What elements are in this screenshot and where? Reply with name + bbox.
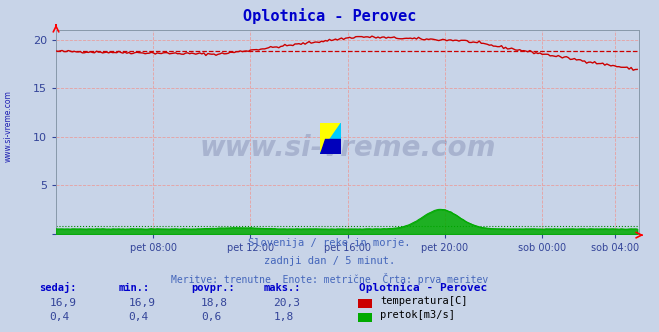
Text: 0,6: 0,6 [201, 312, 221, 322]
Text: Meritve: trenutne  Enote: metrične  Črta: prva meritev: Meritve: trenutne Enote: metrične Črta: … [171, 273, 488, 285]
Text: 16,9: 16,9 [49, 298, 76, 308]
Text: 0,4: 0,4 [49, 312, 70, 322]
Text: zadnji dan / 5 minut.: zadnji dan / 5 minut. [264, 256, 395, 266]
Text: www.si-vreme.com: www.si-vreme.com [3, 90, 13, 162]
Polygon shape [320, 123, 341, 154]
Text: Slovenija / reke in morje.: Slovenija / reke in morje. [248, 238, 411, 248]
Text: www.si-vreme.com: www.si-vreme.com [200, 134, 496, 162]
Text: 18,8: 18,8 [201, 298, 228, 308]
Text: povpr.:: povpr.: [191, 283, 235, 293]
Polygon shape [320, 139, 341, 154]
Text: 0,4: 0,4 [129, 312, 149, 322]
Text: 16,9: 16,9 [129, 298, 156, 308]
Text: pretok[m3/s]: pretok[m3/s] [380, 310, 455, 320]
Text: 20,3: 20,3 [273, 298, 301, 308]
Text: temperatura[C]: temperatura[C] [380, 296, 468, 306]
Text: maks.:: maks.: [264, 283, 301, 293]
Text: min.:: min.: [119, 283, 150, 293]
Text: 1,8: 1,8 [273, 312, 294, 322]
Text: Oplotnica - Perovec: Oplotnica - Perovec [243, 8, 416, 24]
Text: sedaj:: sedaj: [40, 282, 77, 293]
Text: Oplotnica - Perovec: Oplotnica - Perovec [359, 283, 488, 293]
